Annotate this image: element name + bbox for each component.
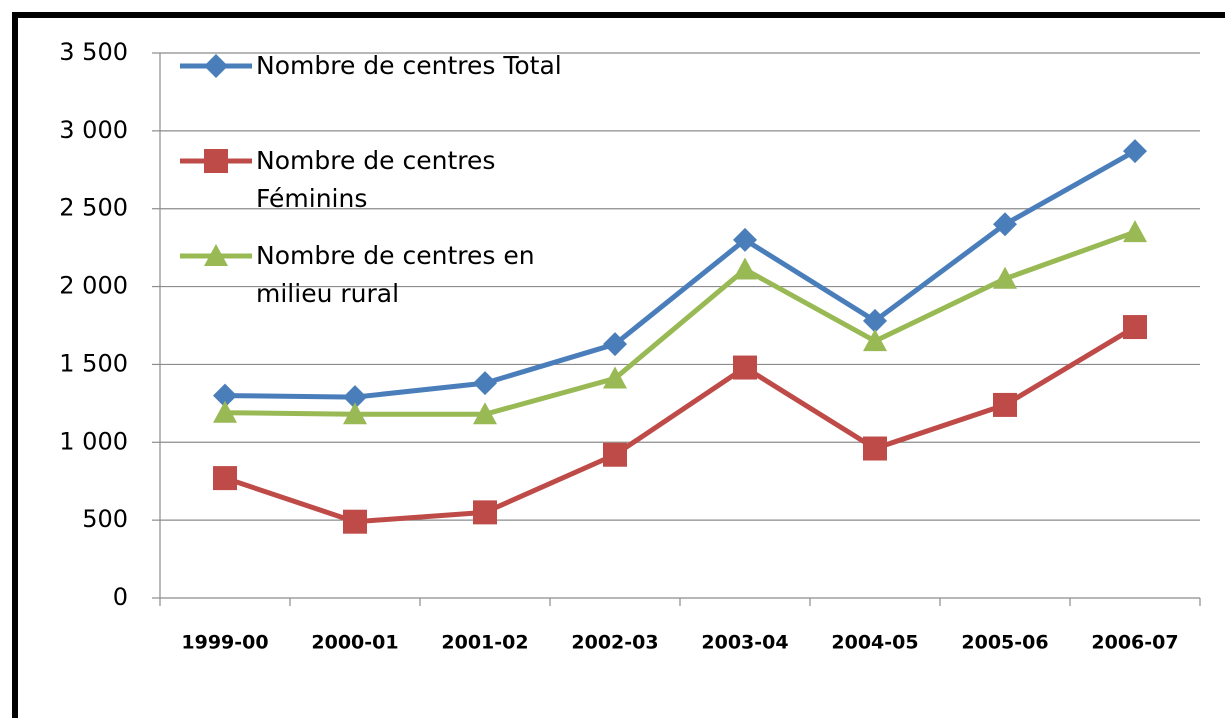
- x-tick-label: 2002-03: [571, 632, 658, 654]
- marker: [733, 355, 757, 380]
- marker: [733, 257, 757, 280]
- x-tick-label: 2000-01: [311, 632, 398, 654]
- marker: [993, 212, 1017, 237]
- marker: [473, 402, 497, 425]
- marker: [473, 500, 497, 525]
- marker: [993, 266, 1017, 289]
- y-tick-label: 3 000: [59, 116, 128, 144]
- legend-label: Nombre de centres Total: [256, 51, 562, 80]
- y-tick-label: 3 500: [59, 38, 128, 66]
- y-tick-label: 500: [82, 505, 128, 533]
- y-tick-label: 1 000: [59, 427, 128, 455]
- series-line: [224, 229, 1136, 417]
- y-tick-label: 2 500: [59, 194, 128, 222]
- marker: [473, 371, 497, 396]
- marker: [343, 509, 367, 534]
- marker: [1123, 220, 1147, 243]
- legend-label: Nombre de centres Féminins: [256, 146, 496, 213]
- marker: [343, 385, 367, 410]
- y-tick-label: 2 000: [59, 272, 128, 300]
- legend-label: Nombre de centres en milieu rural: [256, 241, 535, 308]
- marker: [603, 332, 627, 357]
- marker: [603, 366, 627, 389]
- y-tick-label: 1 500: [59, 349, 128, 377]
- marker: [204, 54, 228, 78]
- marker: [1123, 139, 1147, 164]
- x-tick-label: 1999-00: [181, 632, 268, 654]
- marker: [204, 149, 228, 173]
- marker: [343, 402, 367, 425]
- x-tick-label: 2006-07: [1091, 632, 1178, 654]
- marker: [603, 442, 627, 467]
- x-tick-label: 2004-05: [831, 632, 918, 654]
- marker: [863, 308, 887, 333]
- y-tick-label: 0: [113, 583, 128, 611]
- x-tick-label: 2005-06: [961, 632, 1048, 654]
- chart-border: [12, 12, 1225, 718]
- x-tick-label: 2003-04: [701, 632, 788, 654]
- series-line: [224, 148, 1137, 400]
- marker: [863, 436, 887, 461]
- marker: [204, 244, 228, 266]
- marker: [213, 466, 237, 491]
- series-line: [224, 324, 1137, 525]
- x-tick-label: 2001-02: [441, 632, 528, 654]
- marker: [213, 400, 237, 423]
- marker: [213, 383, 237, 408]
- marker: [733, 227, 757, 252]
- marker: [993, 392, 1017, 417]
- marker: [863, 329, 887, 352]
- marker: [1123, 315, 1147, 340]
